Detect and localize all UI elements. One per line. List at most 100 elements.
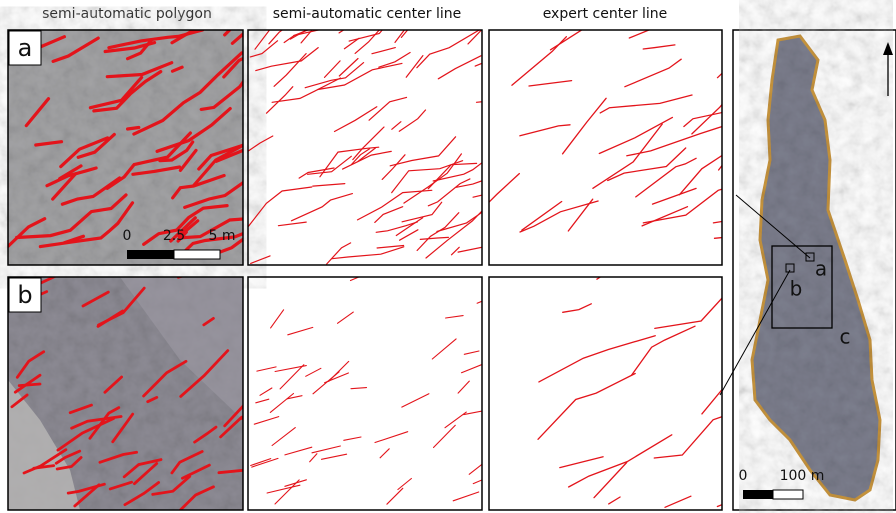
fracture-line (380, 449, 389, 458)
fracture-line (489, 174, 519, 203)
fracture-line (609, 497, 620, 504)
fracture-line (310, 454, 317, 462)
fracture-line (254, 417, 278, 425)
fracture-line (267, 485, 300, 493)
fracture-line (271, 310, 284, 328)
fracture-line (475, 58, 514, 66)
fracture-line (520, 125, 570, 136)
fracture-line (358, 190, 432, 220)
fracture-line (608, 148, 686, 181)
fracture-line (432, 339, 456, 359)
fracture-line (260, 388, 272, 395)
fracture-line (375, 432, 408, 443)
fracture-line (529, 81, 572, 86)
fracture-line (665, 496, 691, 507)
fracture-line (344, 437, 361, 440)
fracture-line (285, 480, 307, 487)
fracture-line (372, 48, 395, 54)
fracture-line (257, 367, 276, 371)
fracture-line (270, 394, 293, 413)
fracture-line (274, 54, 306, 87)
fracture-line (248, 187, 311, 226)
scale-label: 100 m (780, 468, 825, 484)
fracture-line (563, 304, 592, 313)
fracture-line (313, 184, 345, 187)
map-label: c (840, 325, 851, 349)
fracture-line (522, 202, 562, 231)
fracture-line (600, 95, 692, 113)
fracture-line (353, 127, 384, 160)
fracture-line (249, 136, 273, 151)
fracture-line (456, 166, 501, 187)
fracture-line (285, 447, 312, 455)
fracture-line (438, 56, 481, 79)
figure: semi-automatic polygon semi-automatic ce… (0, 0, 896, 513)
fracture-line (563, 98, 607, 154)
panel-label: b (17, 281, 32, 309)
fracture-line (382, 155, 405, 180)
fracture-line (643, 45, 675, 49)
fracture-line (312, 446, 340, 453)
fracture-line (128, 128, 139, 130)
fracture-line (252, 458, 278, 467)
fracture-line (437, 193, 509, 231)
fracture-line (402, 394, 429, 407)
fracture-line (291, 194, 352, 221)
fracture-line (288, 327, 313, 334)
map-label: b (790, 277, 803, 301)
fracture-line (464, 351, 479, 354)
column-header: expert center line (543, 6, 668, 22)
map-label: a (815, 257, 827, 281)
fracture-line (702, 372, 737, 414)
fracture-line (452, 247, 460, 255)
fracture-line (272, 428, 295, 446)
fracture-line (560, 457, 603, 468)
fracture-line (625, 59, 681, 86)
fracture-line (632, 326, 696, 375)
scale-label: 0 (123, 228, 132, 244)
fracture-line (351, 388, 367, 389)
fracture-line (332, 247, 404, 259)
fracture-line (398, 479, 412, 490)
fracture-line (469, 462, 485, 475)
fracture-line (327, 243, 351, 264)
fracture-line (520, 201, 598, 232)
fracture-line (376, 222, 417, 232)
fracture-line (278, 222, 306, 226)
fracture-line (399, 110, 425, 131)
fracture-line (462, 361, 490, 372)
scale-label: 5 m (209, 228, 236, 244)
fracture-line (338, 312, 354, 323)
fracture-line (458, 238, 511, 252)
fracture-line (392, 122, 401, 130)
fracture-line (453, 492, 479, 501)
fracture-line (306, 368, 321, 376)
fracture-line (434, 425, 456, 447)
fracture-line (512, 37, 567, 85)
line-group (248, 7, 530, 264)
fracture-line (599, 117, 672, 153)
fracture-line (446, 316, 464, 318)
fracture-line (329, 361, 349, 381)
fracture-line (255, 30, 270, 49)
line-group (251, 274, 502, 504)
fracture-line (339, 59, 358, 77)
column-header: semi-automatic polygon (42, 6, 212, 22)
scale-label: 0 (739, 468, 748, 484)
fracture-line (240, 407, 272, 418)
fracture-line (597, 256, 632, 279)
fracture-line (406, 56, 423, 78)
fracture-line (369, 97, 406, 120)
fracture-line (256, 399, 269, 403)
fracture-line (539, 336, 655, 382)
fracture-line (464, 410, 489, 415)
fracture-line (404, 154, 462, 203)
fracture-line (251, 256, 270, 264)
fracture-line (322, 454, 347, 459)
fracture-line (692, 90, 735, 134)
fracture-line (653, 188, 697, 204)
fracture-line (473, 472, 501, 484)
fracture-line (19, 384, 40, 386)
scale-label: 2.5 (163, 228, 185, 244)
fracture-line (458, 381, 469, 393)
